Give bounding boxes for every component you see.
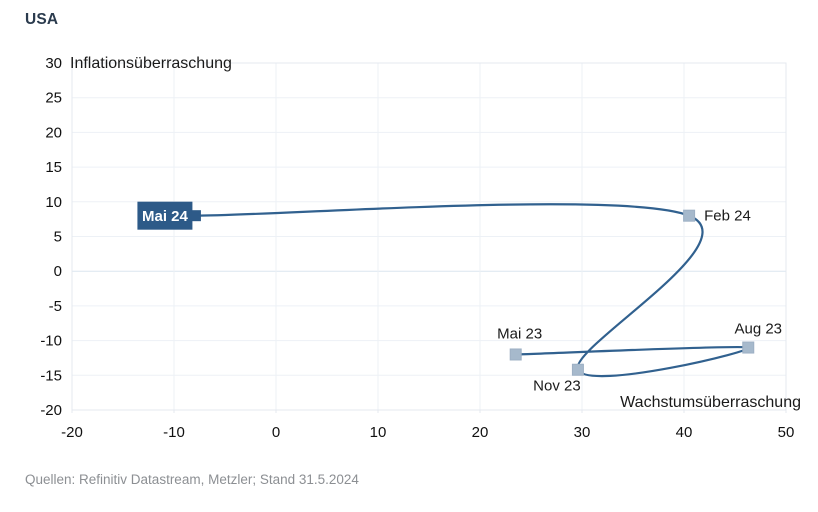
x-tick-label: 0 [272,424,280,441]
data-point-marker [509,348,522,361]
page-title: USA [25,11,59,28]
x-tick-label: 20 [472,424,489,441]
x-tick-label: 50 [778,424,795,441]
x-axis-title: Wachstumsüberraschung [620,394,801,411]
x-tick-label: 30 [574,424,591,441]
plot-border [71,62,787,411]
y-tick-label: -20 [40,402,62,419]
y-tick-label: -10 [40,333,62,350]
x-tick-label: -10 [163,424,185,441]
data-point-marker [571,363,584,376]
data-point-marker [742,341,755,354]
current-point-label: Mai 24 [142,208,189,225]
x-tick-label: 40 [676,424,693,441]
y-tick-label: 10 [45,194,62,211]
data-point-label: Nov 23 [533,378,581,395]
data-point-marker-dark [189,210,201,222]
y-tick-label: -15 [40,367,62,384]
data-point-label: Aug 23 [734,321,782,338]
current-point-label-box [137,201,193,230]
y-tick-label: 5 [54,229,62,246]
y-tick-label: 15 [45,159,62,176]
data-point-label: Mai 23 [497,325,542,342]
source-note: Quellen: Refinitiv Datastream, Metzler; … [25,472,359,487]
y-tick-label: 20 [45,124,62,141]
x-tick-label: -20 [61,424,83,441]
trend-curve [194,203,750,378]
y-axis-title: Inflationsüberraschung [70,55,232,72]
y-tick-label: 30 [45,55,62,72]
x-tick-label: 10 [370,424,387,441]
y-tick-label: -5 [49,298,62,315]
data-point-label: Feb 24 [704,208,751,225]
y-tick-label: 25 [45,90,62,107]
y-tick-label: 0 [54,263,62,280]
data-point-marker [683,209,696,222]
